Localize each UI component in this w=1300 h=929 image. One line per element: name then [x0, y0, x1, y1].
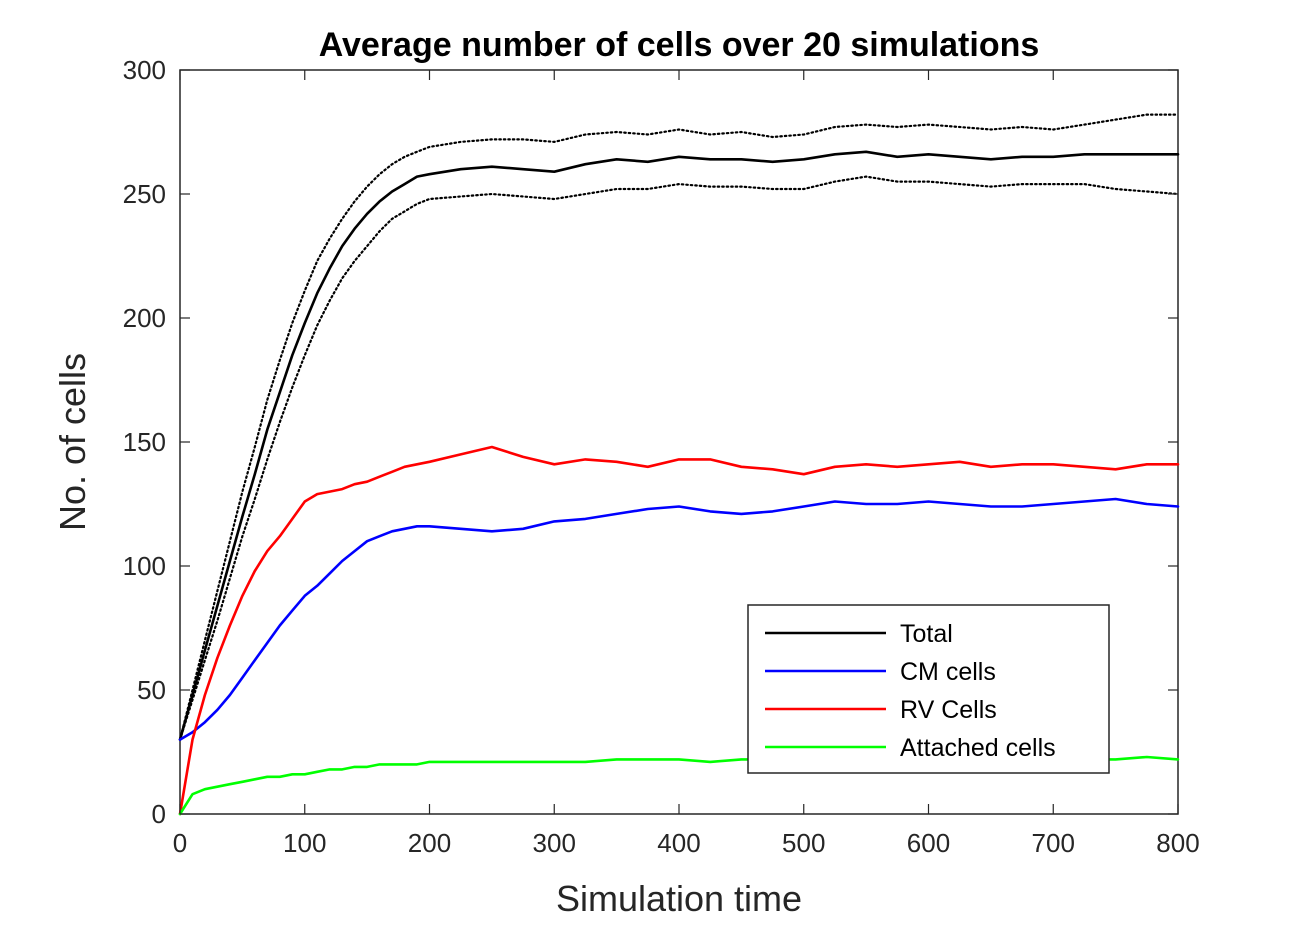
x-axis-label: Simulation time — [556, 878, 802, 919]
x-tick-label: 600 — [907, 828, 950, 858]
legend-label: CM cells — [900, 658, 996, 686]
x-tick-label: 400 — [657, 828, 700, 858]
legend-label: RV Cells — [900, 696, 997, 724]
x-tick-labels: 0 100 200 300 400 500 600 700 800 — [173, 828, 1200, 858]
series-line-rv-cells — [178, 445, 1180, 816]
x-tick-label: 500 — [782, 828, 825, 858]
y-tick-labels: 0 50 100 150 200 250 300 — [123, 55, 166, 829]
x-tick-label: 800 — [1156, 828, 1199, 858]
chart-title: Average number of cells over 20 simulati… — [319, 26, 1040, 64]
plot-area — [178, 69, 1180, 816]
x-tick-label: 300 — [533, 828, 576, 858]
y-tick-label: 0 — [152, 799, 166, 829]
x-tick-label: 200 — [408, 828, 451, 858]
legend-label: Total — [900, 620, 953, 648]
x-tick-label: 700 — [1032, 828, 1075, 858]
legend: Total CM cells RV Cells Attached cells — [747, 604, 1110, 774]
y-tick-label: 150 — [123, 427, 166, 457]
series-line-dotted-1 — [178, 113, 1180, 741]
series-line-total — [178, 150, 1180, 741]
y-axis-label: No. of cells — [52, 353, 93, 531]
y-tick-label: 100 — [123, 551, 166, 581]
y-tick-label: 200 — [123, 303, 166, 333]
x-tick-label: 0 — [173, 828, 187, 858]
y-tick-label: 250 — [123, 179, 166, 209]
x-tick-label: 100 — [283, 828, 326, 858]
series-line-cm-cells — [178, 497, 1180, 741]
tick-marks — [179, 69, 1179, 815]
y-tick-label: 300 — [123, 55, 166, 85]
legend-label: Attached cells — [900, 734, 1056, 762]
series-line-dotted-2 — [178, 175, 1180, 741]
y-tick-label: 50 — [137, 675, 166, 705]
